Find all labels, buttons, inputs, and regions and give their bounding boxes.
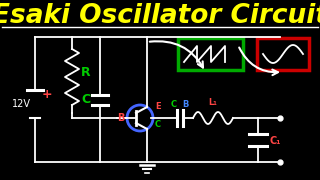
- Text: C: C: [155, 120, 161, 129]
- Text: +: +: [42, 87, 52, 100]
- Text: B: B: [182, 100, 188, 109]
- Text: E: E: [155, 102, 161, 111]
- Text: L₁: L₁: [209, 98, 217, 107]
- Bar: [257, 38, 309, 70]
- Text: C₁: C₁: [270, 136, 282, 146]
- Text: R: R: [81, 66, 91, 80]
- Text: B: B: [117, 113, 125, 123]
- Text: C: C: [171, 100, 177, 109]
- Text: Esaki Oscillator Circuit: Esaki Oscillator Circuit: [0, 3, 320, 29]
- Bar: [178, 38, 243, 70]
- Text: 12V: 12V: [12, 99, 30, 109]
- Text: C: C: [81, 93, 91, 106]
